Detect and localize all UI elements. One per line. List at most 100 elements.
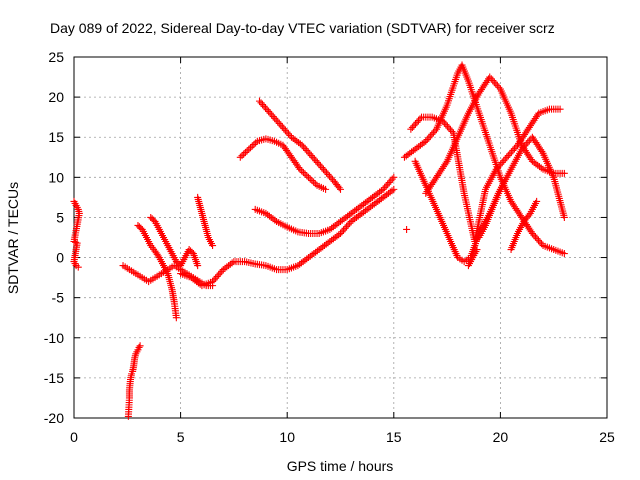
data-point	[326, 238, 334, 246]
data-point	[440, 119, 448, 127]
data-point	[489, 76, 497, 84]
data-point	[329, 235, 337, 243]
data-point	[445, 124, 453, 132]
data-point	[495, 83, 503, 91]
data-point	[536, 238, 544, 246]
data-point	[289, 135, 297, 143]
data-point	[349, 216, 357, 224]
data-point	[527, 228, 535, 236]
data-point	[295, 164, 303, 172]
data-point	[522, 129, 530, 137]
data-point	[372, 191, 380, 199]
data-point	[522, 140, 530, 148]
data-point	[410, 122, 418, 130]
data-point	[517, 212, 525, 220]
data-point	[210, 276, 218, 284]
data-point	[257, 99, 265, 107]
data-point	[495, 162, 503, 170]
data-point	[307, 152, 315, 160]
data-point	[493, 82, 501, 90]
data-point	[301, 145, 309, 153]
data-point	[354, 204, 362, 212]
data-point	[318, 164, 326, 172]
data-point	[356, 203, 364, 211]
data-point	[322, 169, 330, 177]
axis-ticks	[73, 56, 608, 419]
y-tick-label: -10	[44, 330, 64, 346]
data-point	[440, 163, 448, 171]
data-point	[351, 215, 359, 223]
data-point	[286, 132, 294, 140]
data-point	[193, 278, 201, 286]
data-point	[370, 192, 378, 200]
data-point	[432, 173, 440, 181]
data-point	[525, 211, 533, 219]
data-point	[413, 118, 421, 126]
data-point	[530, 135, 538, 143]
y-tick-label: 10	[48, 169, 64, 185]
data-point	[356, 211, 364, 219]
data-point	[219, 266, 227, 274]
x-tick-label: 20	[493, 429, 509, 445]
data-point	[321, 242, 329, 250]
data-point	[524, 125, 532, 133]
data-point	[534, 236, 542, 244]
data-point	[512, 143, 520, 151]
data-point	[349, 208, 357, 216]
series-arc-d	[194, 193, 217, 250]
y-tick-label: 0	[56, 250, 64, 266]
data-point	[411, 120, 419, 128]
data-point	[531, 233, 539, 241]
data-point	[259, 101, 267, 109]
data-point	[482, 78, 490, 86]
data-point	[344, 221, 352, 229]
data-point	[209, 278, 217, 286]
data-point	[262, 104, 270, 112]
y-tick-label: 25	[48, 49, 64, 65]
data-point	[526, 154, 534, 162]
data-point	[189, 275, 197, 283]
data-point	[331, 234, 339, 241]
data-point	[481, 80, 489, 88]
data-point	[422, 137, 430, 145]
data-point	[331, 221, 339, 229]
data-point	[245, 145, 253, 153]
data-point	[439, 117, 447, 125]
data-point	[376, 188, 384, 196]
data-point	[518, 145, 526, 153]
data-point	[537, 164, 545, 172]
data-point	[306, 252, 314, 260]
data-point	[354, 212, 362, 220]
data-point	[384, 180, 392, 188]
data-point	[416, 141, 424, 149]
data-point	[494, 164, 502, 172]
data-point	[522, 148, 530, 156]
data-point	[367, 195, 375, 203]
data-point	[407, 125, 415, 133]
data-point	[250, 140, 258, 148]
y-tick-label: -5	[52, 290, 65, 306]
data-point	[238, 152, 246, 160]
data-point	[531, 115, 539, 123]
data-point	[367, 203, 375, 211]
data-point	[342, 213, 350, 221]
data-point	[236, 153, 244, 161]
data-point	[528, 120, 536, 128]
data-point	[271, 216, 279, 224]
data-point	[531, 137, 539, 145]
data-point	[437, 166, 445, 174]
data-point	[267, 213, 275, 221]
data-point	[532, 139, 540, 147]
plot-frame	[73, 56, 608, 419]
data-point	[228, 259, 236, 267]
data-point	[360, 200, 368, 208]
data-point	[497, 160, 505, 168]
data-point	[403, 225, 411, 233]
data-point	[479, 84, 487, 92]
series-arc-m	[475, 177, 509, 241]
x-axis-label: GPS time / hours	[287, 458, 394, 474]
data-point	[530, 231, 538, 239]
data-point	[490, 78, 498, 86]
data-point	[265, 212, 273, 220]
